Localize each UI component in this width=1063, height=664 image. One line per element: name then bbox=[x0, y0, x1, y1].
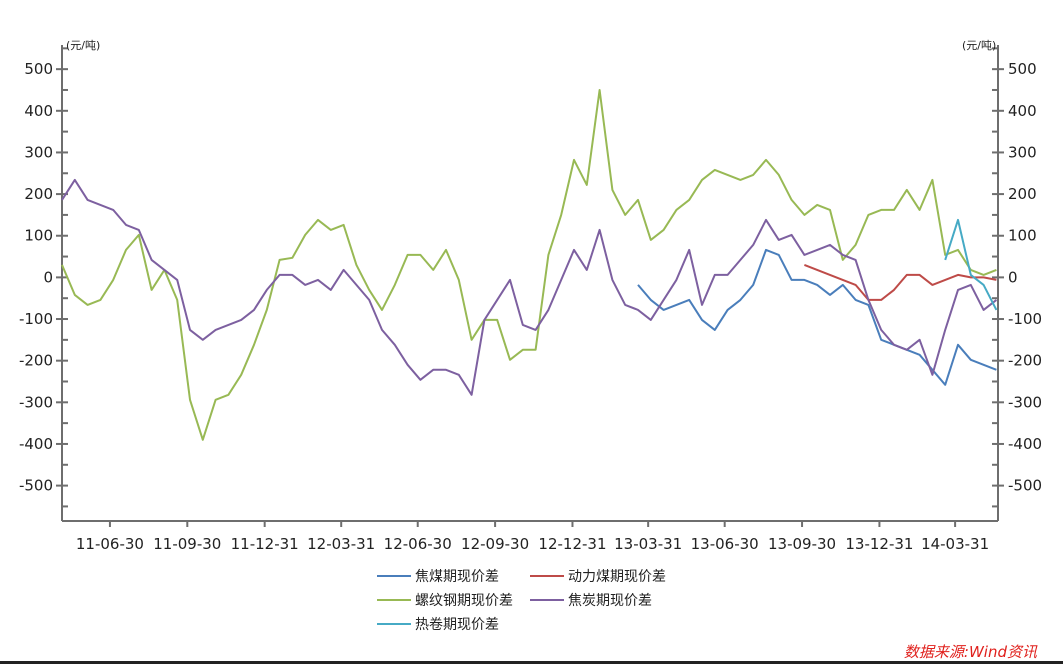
legend-item-coke[interactable]: 焦炭期现价差 bbox=[530, 590, 652, 610]
legend-label: 焦煤期现价差 bbox=[415, 569, 499, 585]
y-tick-label-right: -100 bbox=[1008, 310, 1042, 328]
legend-swatch bbox=[377, 599, 411, 601]
y-tick-label: -400 bbox=[19, 435, 53, 453]
y-tick-label: 0 bbox=[43, 268, 53, 286]
x-tick-label: 11-06-30 bbox=[76, 535, 144, 553]
legend-swatch bbox=[377, 575, 411, 577]
x-tick-label: 11-09-30 bbox=[153, 535, 221, 553]
data-source-note: 数据来源:Wind资讯 bbox=[903, 643, 1037, 661]
legend-label: 焦炭期现价差 bbox=[568, 593, 652, 609]
x-tick-label: 14-03-31 bbox=[921, 535, 989, 553]
x-tick-label: 13-06-30 bbox=[691, 535, 759, 553]
legend-swatch bbox=[530, 599, 564, 601]
x-tick-label: 11-12-31 bbox=[231, 535, 299, 553]
series-line-1 bbox=[804, 263, 997, 301]
y-tick-label-right: 0 bbox=[1008, 268, 1018, 286]
y-tick-label: 200 bbox=[24, 185, 53, 203]
y-tick-label-right: -500 bbox=[1008, 477, 1042, 495]
series-line-3 bbox=[61, 178, 998, 396]
x-tick-label: 13-03-31 bbox=[614, 535, 682, 553]
y-axis-unit-right: (元/吨) bbox=[962, 39, 996, 52]
y-tick-label: -500 bbox=[19, 477, 53, 495]
y-tick-label-right: 500 bbox=[1008, 60, 1037, 78]
y-tick-label-right: 300 bbox=[1008, 143, 1037, 161]
legend-label: 动力煤期现价差 bbox=[568, 569, 666, 585]
series-line-4 bbox=[944, 218, 998, 311]
y-tick-label: 400 bbox=[24, 102, 53, 120]
legend-item-hot-rolled-coil[interactable]: 热卷期现价差 bbox=[377, 614, 499, 634]
legend-swatch bbox=[530, 575, 564, 577]
legend-label: 热卷期现价差 bbox=[415, 617, 499, 633]
y-tick-label: 500 bbox=[24, 60, 53, 78]
x-tick-label: 12-12-31 bbox=[538, 535, 606, 553]
y-tick-label: -300 bbox=[19, 393, 53, 411]
y-tick-label-right: -300 bbox=[1008, 393, 1042, 411]
y-tick-label-right: 200 bbox=[1008, 185, 1037, 203]
x-tick-label: 12-03-31 bbox=[307, 535, 375, 553]
series-line-2 bbox=[61, 89, 997, 441]
y-tick-label-right: -400 bbox=[1008, 435, 1042, 453]
y-tick-label-right: 400 bbox=[1008, 102, 1037, 120]
x-tick-label: 12-06-30 bbox=[384, 535, 452, 553]
y-tick-label: 100 bbox=[24, 227, 53, 245]
y-axis-unit-left: (元/吨) bbox=[66, 39, 100, 52]
legend-item-thermal-coal[interactable]: 动力煤期现价差 bbox=[530, 566, 666, 586]
legend-swatch bbox=[377, 623, 411, 625]
x-tick-label: 12-09-30 bbox=[461, 535, 529, 553]
legend-label: 螺纹钢期现价差 bbox=[415, 593, 513, 609]
x-tick-label: 13-09-30 bbox=[768, 535, 836, 553]
axes: 500 500 400 400 300 300 200 200 100 100 0 0 -100 -100… bbox=[19, 45, 1042, 553]
legend-item-rebar[interactable]: 螺纹钢期现价差 bbox=[377, 590, 513, 610]
y-tick-label: 300 bbox=[24, 143, 53, 161]
y-tick-label-right: 100 bbox=[1008, 227, 1037, 245]
legend-item-coking-coal[interactable]: 焦煤期现价差 bbox=[377, 566, 499, 586]
bottom-border bbox=[0, 661, 1063, 664]
x-tick-label: 13-12-31 bbox=[845, 535, 913, 553]
y-tick-label-right: -200 bbox=[1008, 352, 1042, 370]
series-lines bbox=[61, 89, 998, 441]
y-tick-label: -100 bbox=[19, 310, 53, 328]
y-tick-label: -200 bbox=[19, 352, 53, 370]
